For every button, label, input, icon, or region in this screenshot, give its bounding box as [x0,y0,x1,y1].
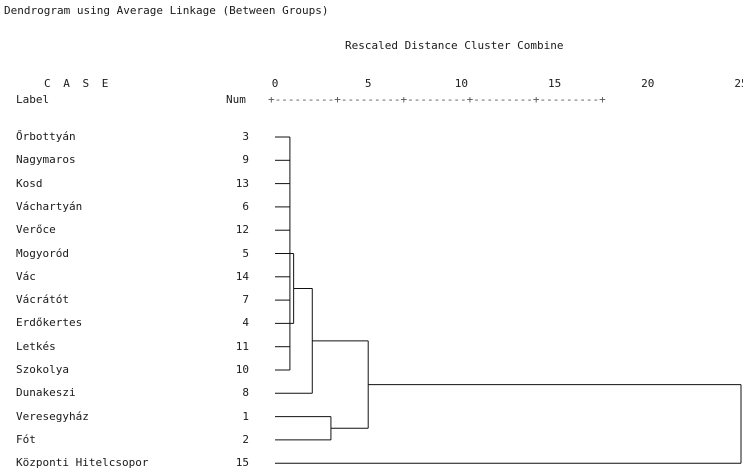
label-column-header: Label [16,93,50,106]
case-number: 14 [235,269,249,283]
chart-title: Dendrogram using Average Linkage (Betwee… [4,4,329,17]
x-tick-label: 20 [641,77,655,90]
case-number: 2 [242,432,249,446]
x-tick-label: 5 [364,77,372,90]
case-label: Szokolya [16,363,69,376]
case-label: Erdőkertes [16,316,83,330]
case-number: 13 [235,176,249,190]
axis-ruler: +---------+---------+---------+---------… [268,93,606,106]
case-number: 10 [235,363,249,376]
case-header: C A S E [44,77,112,90]
case-number: 9 [242,153,249,167]
x-tick-label: 10 [454,77,469,90]
case-label: Letkés [16,339,56,353]
case-label: Nagymaros [16,153,76,167]
case-number: 3 [242,130,249,143]
case-number: 6 [242,199,249,213]
case-label: Veresegyház [16,409,89,423]
x-tick-label: 25 [734,77,743,90]
case-label: Mogyoród [16,246,69,260]
case-label: Őrbottyán [16,130,76,143]
case-label: Verőce [16,223,56,237]
case-label: Vácrátót [16,293,69,307]
case-number: 4 [242,316,249,330]
case-number: 1 [242,409,249,423]
x-tick-label: 0 [271,77,279,90]
case-label: Fót [16,432,36,446]
case-label: Kosd [16,176,43,190]
x-tick-label: 15 [547,77,562,90]
case-label: Dunakeszi [16,386,76,400]
case-label: Központi Hitelcsopor [16,456,149,470]
case-number: 8 [242,386,249,400]
num-column-header: Num [226,93,246,106]
case-label: Váchartyán [16,199,83,213]
case-label: Vác [16,269,36,283]
case-number: 7 [242,293,249,307]
case-number: 15 [235,456,249,470]
case-number: 11 [235,339,249,353]
case-number: 12 [235,223,249,237]
case-number: 5 [242,246,249,260]
axis-title: Rescaled Distance Cluster Combine [345,39,564,52]
